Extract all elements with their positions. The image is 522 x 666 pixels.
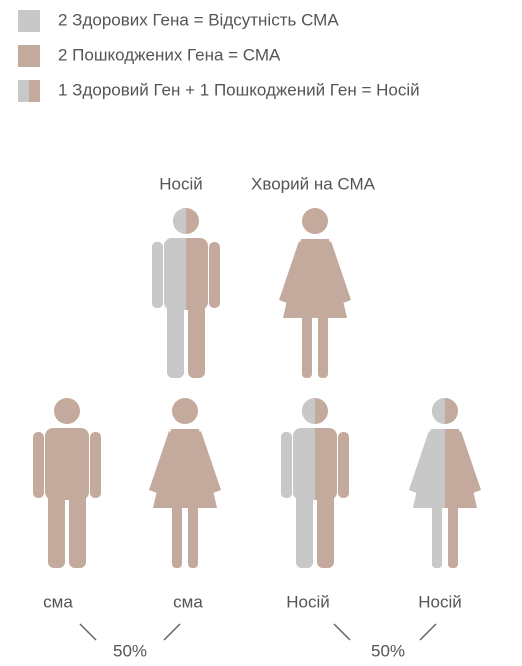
connector [163, 623, 181, 641]
swatch-sma [18, 45, 40, 67]
parent-label: Носій [159, 174, 203, 193]
parent-sma-woman [279, 208, 351, 378]
legend-label: 1 Здоровий Ген + 1 Пошкоджений Ген = Нос… [58, 80, 420, 99]
legend-label: 2 Пошкоджених Гена = СМА [58, 45, 281, 64]
percentage: 50% [371, 641, 405, 660]
swatch-healthy [18, 10, 40, 32]
swatch-carrier-half [18, 80, 29, 102]
child-label: сма [43, 592, 73, 611]
child-carrier-man [281, 398, 349, 568]
child-label: сма [173, 592, 203, 611]
connector [79, 623, 97, 641]
connector [333, 623, 351, 641]
child-label: Носій [418, 592, 462, 611]
child-sma-woman [149, 398, 221, 568]
connector [419, 623, 437, 641]
legend: 2 Здорових Гена = Відсутність СМА 2 Пошк… [18, 10, 420, 102]
parent-carrier-man [152, 208, 220, 378]
child-carrier-woman [409, 398, 481, 568]
legend-label: 2 Здорових Гена = Відсутність СМА [58, 10, 339, 29]
parent-label: Хворий на СМА [251, 174, 376, 193]
child-label: Носій [286, 592, 330, 611]
percentage: 50% [113, 641, 147, 660]
child-sma-man [33, 398, 101, 568]
